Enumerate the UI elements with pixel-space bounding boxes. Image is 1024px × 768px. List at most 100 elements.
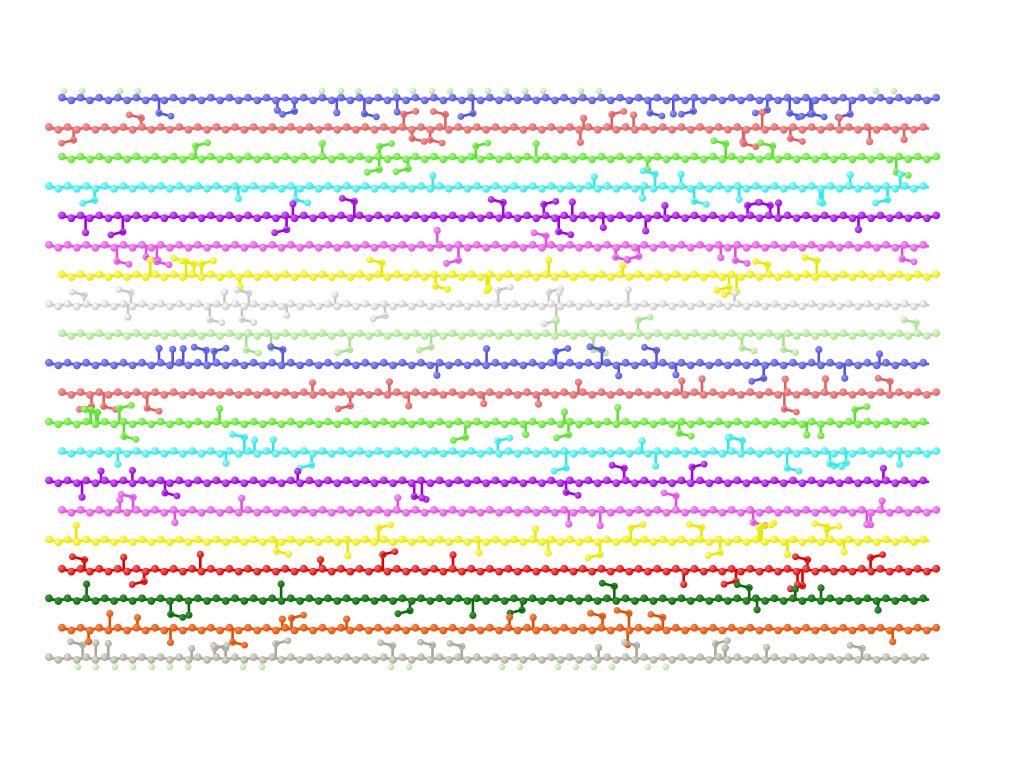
backbone-atom bbox=[184, 597, 193, 605]
backbone-atom bbox=[575, 302, 583, 311]
backbone-atom bbox=[309, 214, 317, 223]
backbone-atom bbox=[668, 538, 676, 546]
side-atom bbox=[393, 108, 401, 116]
backbone-atom bbox=[193, 535, 202, 544]
backbone-atom bbox=[67, 214, 76, 223]
backbone-atom bbox=[485, 623, 494, 632]
backbone-atom bbox=[212, 594, 221, 603]
backbone-atom bbox=[82, 535, 91, 544]
backbone-atom bbox=[538, 420, 546, 429]
backbone-atom bbox=[407, 125, 416, 134]
backbone-atom bbox=[588, 332, 596, 340]
backbone-atom bbox=[309, 155, 317, 164]
backbone-atom bbox=[361, 358, 370, 367]
backbone-atom bbox=[690, 564, 699, 573]
backbone-atom bbox=[91, 125, 100, 134]
backbone-atom bbox=[820, 93, 829, 102]
backbone-atom bbox=[216, 96, 225, 105]
backbone-atom bbox=[876, 270, 885, 279]
backbone-atom bbox=[234, 155, 243, 164]
backbone-atom bbox=[560, 623, 569, 632]
backbone-atom bbox=[272, 567, 280, 576]
backbone-atom bbox=[54, 125, 63, 134]
backbone-atom bbox=[882, 417, 890, 426]
backbone-atom bbox=[848, 449, 857, 458]
backbone-atom bbox=[132, 447, 141, 455]
backbone-atom bbox=[677, 240, 686, 249]
backbone-atom bbox=[253, 273, 262, 281]
backbone-atom bbox=[826, 594, 835, 603]
backbone-atom bbox=[365, 155, 373, 164]
backbone-atom bbox=[826, 535, 835, 544]
backbone-atom bbox=[867, 567, 875, 576]
backbone-atom bbox=[876, 329, 885, 338]
backbone-atom bbox=[454, 653, 463, 661]
side-atom bbox=[677, 170, 685, 178]
side-atom bbox=[85, 638, 93, 646]
backbone-atom bbox=[314, 361, 323, 370]
backbone-atom bbox=[82, 123, 91, 131]
chain-9 bbox=[58, 313, 941, 357]
side-atom bbox=[534, 400, 543, 408]
backbone-atom bbox=[166, 243, 174, 252]
backbone-atom bbox=[309, 626, 317, 635]
backbone-atom bbox=[188, 506, 197, 514]
backbone-atom bbox=[454, 182, 463, 190]
chain-8 bbox=[45, 283, 930, 328]
backbone-atom bbox=[644, 508, 652, 517]
backbone-atom bbox=[346, 508, 355, 517]
backbone-atom bbox=[751, 476, 760, 485]
side-atom bbox=[294, 467, 302, 475]
backbone-atom bbox=[857, 447, 866, 455]
backbone-atom bbox=[755, 391, 764, 399]
end-cap-atom bbox=[608, 663, 616, 671]
backbone-atom bbox=[439, 449, 448, 458]
backbone-atom bbox=[374, 564, 383, 573]
backbone-atom bbox=[203, 184, 212, 193]
backbone-atom bbox=[175, 653, 184, 661]
backbone-atom bbox=[383, 96, 392, 105]
backbone-atom bbox=[123, 449, 131, 458]
backbone-atom bbox=[221, 656, 230, 664]
backbone-atom bbox=[426, 361, 435, 370]
backbone-atom bbox=[876, 447, 885, 455]
backbone-atom bbox=[458, 449, 466, 458]
backbone-atom bbox=[621, 594, 630, 603]
backbone-atom bbox=[281, 93, 290, 102]
backbone-atom bbox=[699, 626, 708, 635]
backbone-atom bbox=[612, 538, 621, 546]
side-atom bbox=[83, 580, 91, 588]
backbone-atom bbox=[538, 479, 546, 488]
backbone-atom bbox=[240, 302, 249, 311]
side-atom bbox=[669, 110, 677, 118]
backbone-atom bbox=[203, 479, 212, 488]
backbone-atom bbox=[551, 273, 559, 281]
backbone-atom bbox=[686, 361, 695, 370]
backbone-atom bbox=[854, 420, 862, 429]
backbone-atom bbox=[857, 623, 866, 632]
side-atom bbox=[874, 374, 882, 382]
backbone-atom bbox=[528, 476, 537, 485]
backbone-atom bbox=[104, 508, 113, 517]
backbone-atom bbox=[132, 93, 141, 102]
backbone-atom bbox=[482, 302, 490, 311]
backbone-atom bbox=[653, 152, 662, 161]
backbone-atom bbox=[370, 479, 379, 488]
backbone-atom bbox=[919, 476, 928, 485]
backbone-atom bbox=[556, 302, 565, 311]
backbone-atom bbox=[463, 656, 472, 664]
backbone-atom bbox=[523, 447, 531, 455]
backbone-atom bbox=[538, 302, 546, 311]
side-atom bbox=[763, 643, 771, 651]
backbone-atom bbox=[718, 273, 727, 281]
backbone-atom bbox=[448, 623, 457, 632]
backbone-atom bbox=[482, 125, 490, 134]
backbone-atom bbox=[792, 391, 801, 399]
backbone-atom bbox=[268, 123, 277, 131]
backbone-atom bbox=[783, 329, 792, 338]
backbone-atom bbox=[789, 299, 797, 308]
backbone-atom bbox=[151, 564, 159, 573]
backbone-atom bbox=[352, 243, 360, 252]
backbone-atom bbox=[724, 184, 732, 193]
backbone-atom bbox=[783, 564, 792, 573]
